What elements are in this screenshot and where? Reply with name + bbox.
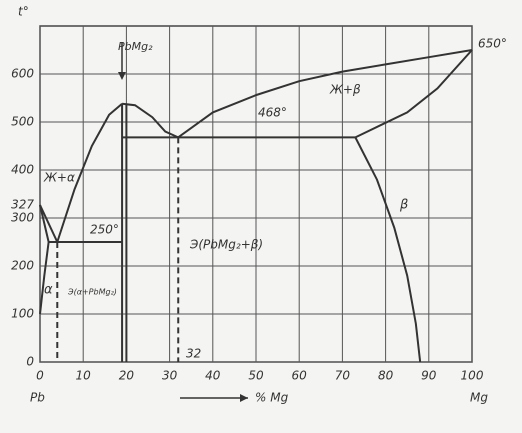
- y-tick-label: 0: [26, 355, 34, 369]
- x-tick-label: 100: [461, 369, 484, 383]
- y-tick-label: 500: [11, 115, 34, 129]
- annotation: Ж+α: [43, 171, 75, 185]
- y-tick-label: 200: [11, 259, 34, 273]
- x-axis-label: % Mg: [255, 391, 289, 405]
- x-tick-label: 20: [119, 369, 135, 383]
- annotation: β: [399, 198, 408, 213]
- y-axis-label: t°: [18, 5, 29, 19]
- phase-line: [354, 136, 422, 363]
- phase-line: [39, 241, 50, 315]
- y-tick-label: 100: [11, 307, 34, 321]
- y-tick-label: 327: [11, 198, 34, 212]
- y-tick-label: 400: [11, 163, 34, 177]
- annotation: 32: [186, 347, 201, 361]
- x-arrow-head: [240, 394, 248, 402]
- left-element-label: Pb: [30, 391, 45, 405]
- y-tick-label: 600: [11, 67, 34, 81]
- annotation: α: [44, 283, 53, 298]
- annotation: Э(PbMg₂+β): [189, 238, 263, 252]
- phase-line: [121, 102, 179, 139]
- right-element-label: Mg: [470, 391, 488, 405]
- x-tick-label: 10: [76, 369, 92, 383]
- x-tick-label: 90: [421, 369, 437, 383]
- phase-line: [354, 49, 473, 139]
- y-tick-label: 300: [11, 211, 34, 225]
- annotation: 468°: [258, 106, 287, 120]
- arrow-head: [118, 72, 126, 80]
- annotation: 650°: [478, 37, 507, 51]
- annotation: Ж+β: [329, 83, 361, 97]
- phase-line: [56, 102, 123, 243]
- x-tick-label: 80: [378, 369, 394, 383]
- phase-line: [39, 204, 59, 243]
- x-tick-label: 0: [36, 369, 44, 383]
- x-tick-label: 50: [248, 369, 264, 383]
- annotation: 250°: [90, 223, 119, 237]
- x-tick-label: 30: [162, 369, 178, 383]
- x-tick-label: 60: [292, 369, 308, 383]
- annotation: Э(α+PbMg₂): [67, 288, 117, 297]
- x-tick-label: 40: [205, 369, 221, 383]
- phase-line: [177, 49, 473, 139]
- x-tick-label: 70: [335, 369, 351, 383]
- annotation: PbMg₂: [118, 40, 153, 53]
- phase-line: [39, 204, 50, 243]
